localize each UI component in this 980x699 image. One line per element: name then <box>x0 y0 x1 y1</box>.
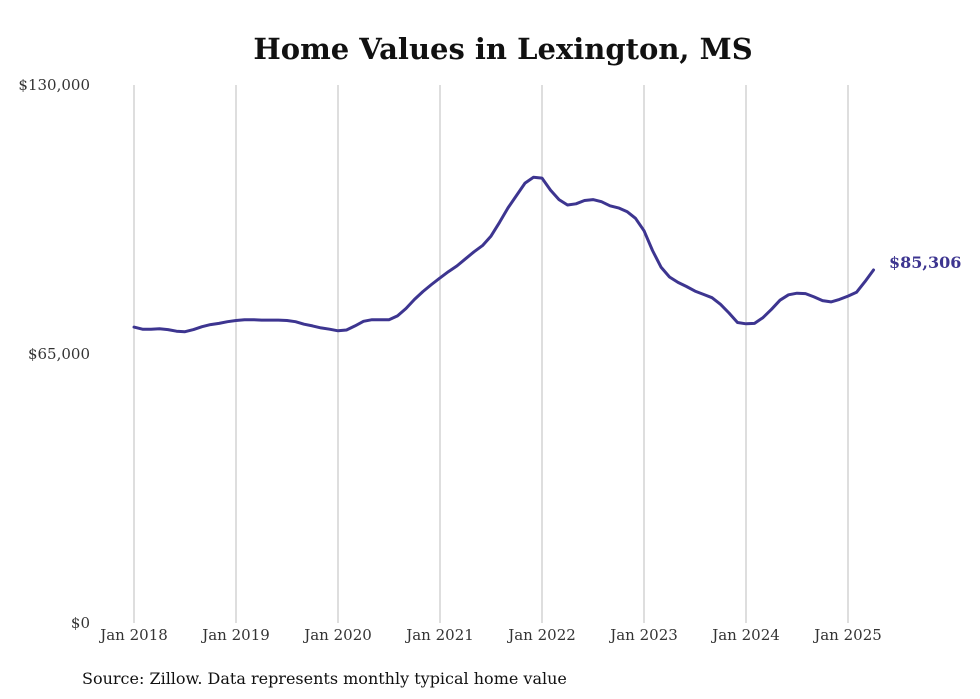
last-value-label: $85,306 <box>889 253 961 272</box>
y-tick-label: $130,000 <box>18 76 90 94</box>
y-tick-label: $65,000 <box>28 345 90 363</box>
series-line <box>132 175 875 334</box>
chart-title: Home Values in Lexington, MS <box>253 32 752 66</box>
x-tick-label: Jan 2020 <box>302 626 372 644</box>
x-tick-label: Jan 2023 <box>608 626 678 644</box>
series-layer <box>132 175 875 334</box>
x-axis-ticks: Jan 2018 Jan 2019 Jan 2020 Jan 2021 Jan 2022… <box>98 626 882 644</box>
x-tick-label: Jan 2019 <box>200 626 270 644</box>
x-tick-label: Jan 2018 <box>98 626 168 644</box>
source-note: Source: Zillow. Data represents monthly … <box>82 669 567 688</box>
y-tick-label: $0 <box>71 614 90 632</box>
x-tick-label: Jan 2025 <box>812 626 882 644</box>
x-tick-label: Jan 2021 <box>404 626 474 644</box>
x-tick-label: Jan 2024 <box>710 626 780 644</box>
x-tick-label: Jan 2022 <box>506 626 576 644</box>
y-axis-ticks: $0 $65,000 $130,000 <box>18 76 90 632</box>
gridlines <box>133 85 849 623</box>
